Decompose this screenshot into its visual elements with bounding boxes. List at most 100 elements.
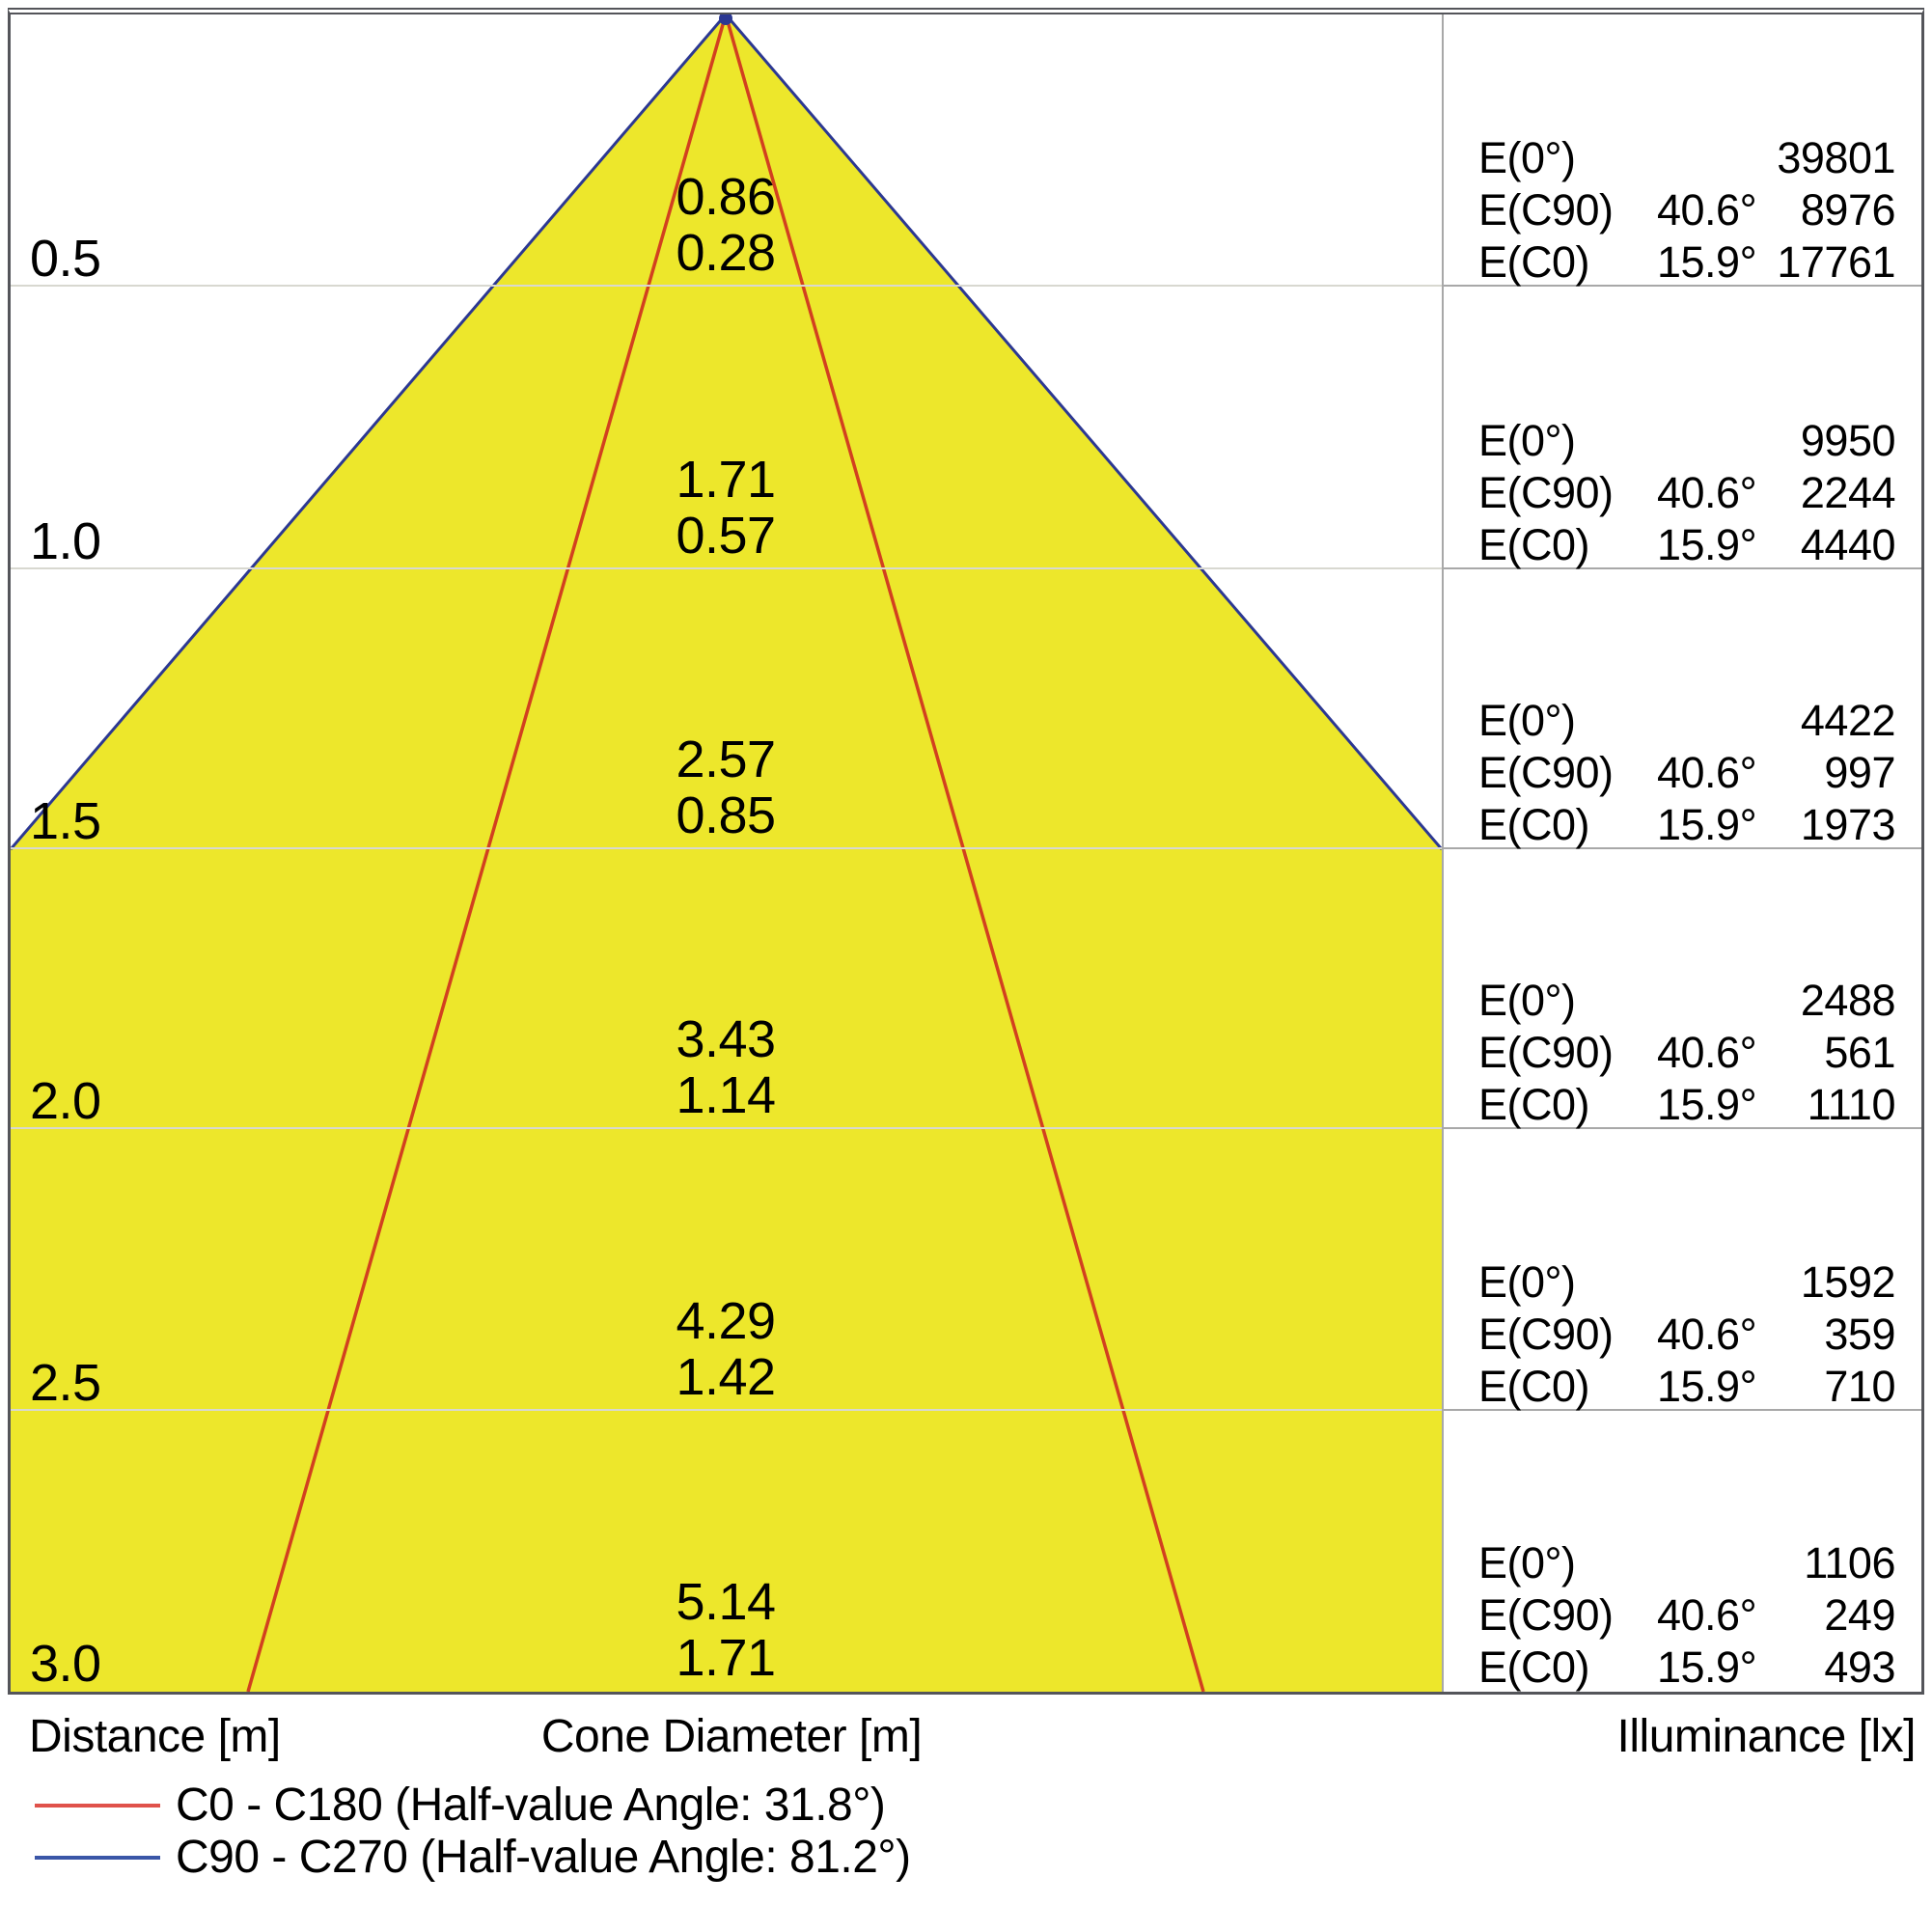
cone-diameter-c90: 5.14 (676, 1573, 776, 1631)
ec90-angle: 40.6° (1657, 1590, 1757, 1640)
plot-table-divider (1442, 14, 1444, 1692)
e0-value: 1592 (1800, 1257, 1896, 1307)
e0-value: 1106 (1804, 1538, 1895, 1587)
cone-diameter-labels: 0.86 0.28 (676, 169, 776, 281)
ec0-row: E(C0) 15.9° 1110 (1478, 1079, 1896, 1131)
table-gridline-2.5m (1442, 1409, 1921, 1411)
ec90-label: E(C90) (1478, 748, 1614, 797)
ec90-label: E(C90) (1478, 1590, 1614, 1640)
e0-row: E(0°) 9950 (1478, 415, 1896, 467)
cone-diagram: 0.5 1.0 1.5 2.0 2.5 3.0 0.86 0.28 1.71 0… (8, 8, 1924, 1695)
illuminance-block: E(0°) 39801 E(C90) 40.6° 8976 E(C0) 15.9° 177… (1451, 132, 1907, 289)
ec0-value: 1110 (1807, 1080, 1896, 1129)
illuminance-block: E(0°) 1592 E(C90) 40.6° 359 E(C0) 15.9° 710 (1451, 1256, 1907, 1413)
cone-diameter-c90: 3.43 (676, 1010, 776, 1068)
light-cone-plot (11, 14, 1442, 1692)
legend-c90-label: C90 - C270 (Half-value Angle: 81.2°) (176, 1832, 911, 1883)
distance-label: 2.5 (30, 1354, 101, 1412)
gridline-1.0m (11, 567, 1921, 569)
legend-c0-label: C0 - C180 (Half-value Angle: 31.8°) (176, 1780, 886, 1831)
ec90-angle: 40.6° (1657, 1028, 1757, 1077)
ec90-angle: 40.6° (1657, 468, 1757, 517)
illuminance-block: E(0°) 2488 E(C90) 40.6° 561 E(C0) 15.9° 1110 (1451, 975, 1907, 1131)
table-gridline-1.5m (1442, 847, 1921, 849)
ec0-angle: 15.9° (1657, 237, 1757, 287)
ec90-row: E(C90) 40.6° 359 (1478, 1309, 1896, 1361)
e0-row: E(0°) 39801 (1478, 132, 1896, 184)
ec0-row: E(C0) 15.9° 4440 (1478, 519, 1896, 571)
ec0-row: E(C0) 15.9° 493 (1478, 1642, 1896, 1694)
e0-row: E(0°) 2488 (1478, 975, 1896, 1027)
ec90-row: E(C90) 40.6° 561 (1478, 1027, 1896, 1079)
ec0-angle: 15.9° (1657, 1642, 1757, 1692)
ec0-label: E(C0) (1478, 800, 1590, 849)
distance-axis-label: Distance [m] (29, 1711, 281, 1762)
e0-value: 2488 (1800, 976, 1896, 1025)
cone-diameter-c0: 0.57 (676, 507, 776, 565)
ec0-angle: 15.9° (1657, 1080, 1757, 1129)
ec90-label: E(C90) (1478, 468, 1614, 517)
ec90-row: E(C90) 40.6° 8976 (1478, 184, 1896, 236)
ec0-angle: 15.9° (1657, 520, 1757, 569)
ec90-value: 2244 (1800, 468, 1896, 517)
ec0-label: E(C0) (1478, 1080, 1590, 1129)
ec0-value: 17761 (1777, 237, 1895, 287)
ec90-label: E(C90) (1478, 185, 1614, 235)
distance-label: 2.0 (30, 1072, 101, 1130)
ec0-angle: 15.9° (1657, 800, 1757, 849)
ec0-label: E(C0) (1478, 520, 1590, 569)
ec90-row: E(C90) 40.6° 997 (1478, 747, 1896, 799)
c0-cone-edge-left (246, 14, 728, 1692)
e0-row: E(0°) 1592 (1478, 1256, 1896, 1309)
c0-line-swatch (35, 1804, 160, 1808)
ec90-angle: 40.6° (1657, 1310, 1757, 1359)
ec90-label: E(C90) (1478, 1028, 1614, 1077)
cone-diameter-c0: 1.42 (676, 1348, 776, 1406)
table-gridline-1.0m (1442, 567, 1921, 569)
illuminance-block: E(0°) 4422 E(C90) 40.6° 997 E(C0) 15.9° 1973 (1451, 695, 1907, 851)
illuminance-block: E(0°) 1106 E(C90) 40.6° 249 E(C0) 15.9° 493 (1451, 1537, 1907, 1694)
e0-label: E(0°) (1478, 416, 1576, 465)
ec0-value: 710 (1824, 1362, 1895, 1411)
ec90-value: 997 (1824, 748, 1895, 797)
cone-diameter-c90: 1.71 (676, 451, 776, 509)
ec0-value: 493 (1824, 1642, 1895, 1692)
cone-diameter-labels: 2.57 0.85 (676, 731, 776, 844)
ec0-value: 4440 (1800, 520, 1896, 569)
illuminance-axis-label: Illuminance [lx] (1616, 1711, 1917, 1762)
c0-cone-edge-right (724, 14, 1205, 1692)
cone-diameter-c0: 0.85 (676, 787, 776, 844)
ec0-label: E(C0) (1478, 237, 1590, 287)
ec0-angle: 15.9° (1657, 1362, 1757, 1411)
ec90-label: E(C90) (1478, 1310, 1614, 1359)
cone-diameter-labels: 3.43 1.14 (676, 1010, 776, 1123)
ec0-label: E(C0) (1478, 1642, 1590, 1692)
ec0-label: E(C0) (1478, 1362, 1590, 1411)
distance-label: 3.0 (30, 1635, 101, 1693)
ec90-value: 359 (1824, 1310, 1895, 1359)
ec0-row: E(C0) 15.9° 17761 (1478, 236, 1896, 289)
c90-line-swatch (35, 1856, 160, 1860)
legend-entry-c90: C90 - C270 (Half-value Angle: 81.2°) (0, 1831, 965, 1885)
e0-label: E(0°) (1478, 1257, 1576, 1307)
cone-diameter-labels: 1.71 0.57 (676, 451, 776, 565)
e0-label: E(0°) (1478, 133, 1576, 182)
distance-label: 0.5 (30, 230, 101, 288)
gridline-0.5m (11, 285, 1921, 287)
e0-label: E(0°) (1478, 976, 1576, 1025)
ec90-angle: 40.6° (1657, 185, 1757, 235)
distance-label: 1.0 (30, 512, 101, 570)
cone-diameter-c0: 1.71 (676, 1629, 776, 1687)
ec0-value: 1973 (1800, 800, 1896, 849)
e0-label: E(0°) (1478, 1538, 1576, 1587)
ec90-angle: 40.6° (1657, 748, 1757, 797)
gridline-1.5m (11, 847, 1921, 849)
ec90-value: 561 (1824, 1028, 1895, 1077)
e0-row: E(0°) 4422 (1478, 695, 1896, 747)
ec90-value: 249 (1824, 1590, 1895, 1640)
illuminance-block: E(0°) 9950 E(C90) 40.6° 2244 E(C0) 15.9° 4440 (1451, 415, 1907, 571)
e0-value: 39801 (1777, 133, 1895, 182)
cone-diameter-c90: 2.57 (676, 731, 776, 788)
legend-entry-c0: C0 - C180 (Half-value Angle: 31.8°) (0, 1779, 965, 1833)
table-gridline-0.5m (1442, 285, 1921, 287)
